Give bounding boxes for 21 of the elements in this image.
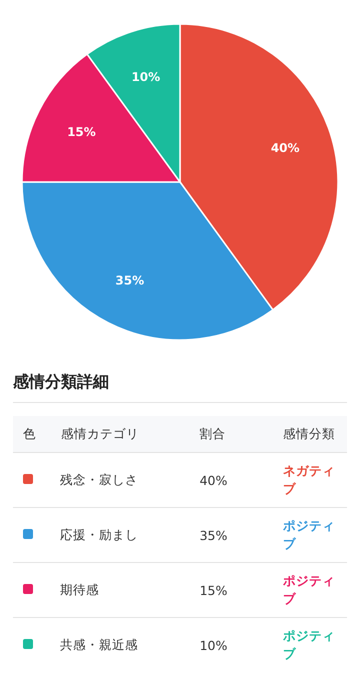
text: 35% — [200, 528, 228, 542]
text: ポジティブ — [283, 627, 336, 663]
text: 割合 — [200, 416, 284, 452]
text: 10% — [200, 638, 228, 652]
text: 感情分類 — [283, 416, 347, 452]
text: 15% — [200, 582, 228, 598]
legend-label: 応援・励まし — [60, 526, 138, 542]
data-label: 35% — [115, 274, 144, 288]
legend-label: 共感・親近感 — [60, 636, 138, 652]
text: 40% — [200, 472, 228, 488]
text: ポジティブ — [283, 572, 336, 608]
text: 色 — [13, 416, 61, 452]
data-label: 15% — [67, 124, 96, 139]
legend-title: 感情分類詳細 — [13, 372, 347, 403]
text: ポジティブ — [283, 517, 336, 553]
legend-label: 期待感 — [60, 582, 99, 596]
data-label: 40% — [270, 140, 300, 155]
data-label: 10% — [131, 70, 160, 84]
text: ネガティブ — [283, 462, 336, 498]
legend-label: 残念・寂しさ — [60, 472, 138, 486]
text: 感情カテゴリ — [60, 416, 200, 452]
